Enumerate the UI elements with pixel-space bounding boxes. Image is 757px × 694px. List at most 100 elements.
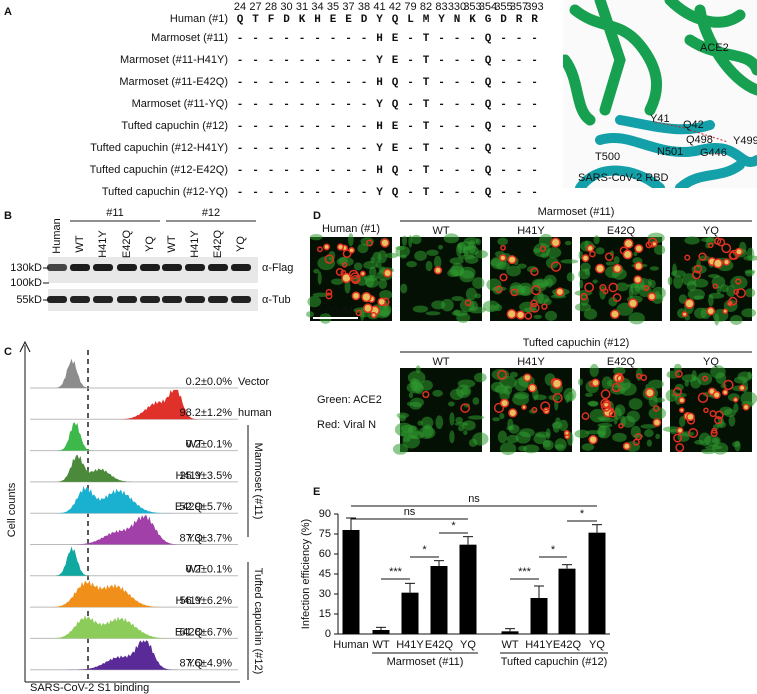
band	[117, 264, 137, 271]
ace2-signal	[558, 419, 569, 432]
ace2-signal	[705, 236, 717, 246]
ace2-signal	[554, 438, 567, 452]
ace2-signal	[693, 278, 709, 288]
viral-n-signal	[551, 378, 563, 389]
viral-n-signal	[673, 433, 683, 443]
ace2-signal	[537, 291, 544, 305]
ace2-signal	[432, 389, 443, 397]
residue: -	[283, 33, 290, 45]
viral-n-signal	[651, 240, 658, 248]
band	[140, 264, 160, 271]
antibody-label: α-Tub	[262, 294, 291, 306]
viral-n-signal	[323, 243, 331, 251]
viral-n-signal	[633, 275, 643, 285]
lane-label: H41Y	[189, 230, 201, 258]
residue: -	[516, 33, 523, 45]
significance-label: ns	[468, 493, 480, 505]
significance-label: ***	[518, 566, 532, 578]
band	[185, 296, 205, 303]
group-label: Marmoset (#11)	[387, 656, 464, 668]
residue: -	[438, 165, 445, 177]
sample-label: WT	[186, 564, 203, 576]
ace2-signal	[681, 374, 698, 383]
viral-n-signal	[610, 309, 620, 320]
percent-label: 61.8±6.7%	[179, 626, 232, 638]
viral-n-signal	[603, 407, 614, 418]
legend-label: Green: ACE2	[317, 394, 382, 406]
residue: -	[314, 55, 321, 67]
residue: -	[407, 143, 414, 155]
error-bar	[346, 517, 356, 530]
structure-label: SARS-CoV-2 RBD	[578, 172, 669, 184]
ace2-signal	[613, 414, 618, 425]
ace2-signal	[671, 270, 686, 277]
residue: D	[361, 14, 368, 26]
sample-label: human	[238, 407, 272, 419]
viral-n-signal	[652, 418, 662, 427]
position-number: 355	[494, 1, 512, 13]
structure-label: G446	[700, 147, 727, 159]
ace2-signal	[447, 269, 459, 278]
ace2-signal	[746, 247, 755, 261]
viral-n-signal	[735, 247, 744, 256]
residue: -	[531, 55, 538, 67]
residue: -	[345, 33, 352, 45]
position-number: 330	[448, 1, 466, 13]
residue: -	[500, 99, 507, 111]
sample-label: YQ	[187, 658, 203, 670]
ace2-signal	[536, 282, 547, 287]
ace2-signal	[710, 365, 726, 379]
viral-n-signal	[370, 311, 377, 319]
x-tick-label: WT	[372, 639, 389, 651]
ace2-signal	[379, 289, 393, 300]
residue: -	[268, 99, 275, 111]
group-label: Tufted capuchin (#12)	[501, 656, 608, 668]
sample-label: YQ	[187, 532, 203, 544]
residue: T	[252, 14, 259, 26]
viral-n-signal	[324, 254, 335, 264]
ace2-signal	[492, 286, 507, 292]
residue: -	[361, 55, 368, 67]
lane-label: E42Q	[121, 229, 133, 258]
residue: -	[516, 187, 523, 199]
viral-n-signal	[341, 262, 348, 268]
ace2-signal	[375, 261, 382, 269]
viral-n-signal	[550, 237, 561, 248]
ace2-signal	[597, 416, 611, 421]
viral-n-signal	[507, 255, 517, 265]
ace2-signal	[701, 448, 716, 455]
ace2-signal	[563, 387, 577, 402]
viral-n-signal	[563, 430, 570, 437]
ace2-signal	[543, 274, 557, 286]
ace2-signal	[462, 420, 476, 431]
residue: -	[314, 143, 321, 155]
residue: Y	[376, 14, 383, 26]
group-label: Tufted capuchin (#12)	[252, 568, 264, 675]
viral-n-signal	[608, 410, 616, 418]
residue: -	[268, 33, 275, 45]
viral-n-signal	[433, 266, 443, 275]
ace2-signal	[344, 280, 351, 294]
lane-label: E42Q	[212, 229, 224, 258]
ace2-signal	[687, 288, 705, 300]
image-label: H41Y	[517, 356, 545, 368]
viral-n-signal	[524, 311, 533, 320]
residue: -	[469, 55, 476, 67]
ace2-signal	[613, 256, 620, 265]
ace2-signal	[492, 417, 501, 422]
residue: T	[423, 187, 430, 199]
viral-n-signal	[588, 434, 598, 445]
bar	[588, 532, 606, 634]
viral-n-signal	[623, 238, 634, 249]
ace2-signal	[433, 255, 442, 269]
sample-label: H41Y	[175, 595, 203, 607]
structure-label: T500	[595, 151, 620, 163]
row-label: Marmoset (#11-YQ)	[132, 98, 228, 110]
histogram	[40, 640, 205, 670]
viral-n-signal	[712, 390, 721, 400]
viral-n-signal	[684, 254, 691, 261]
ace2-signal	[581, 443, 595, 451]
row-label: Marmoset (#11-E42Q)	[119, 76, 228, 88]
residue: -	[407, 33, 414, 45]
residue: -	[516, 121, 523, 133]
